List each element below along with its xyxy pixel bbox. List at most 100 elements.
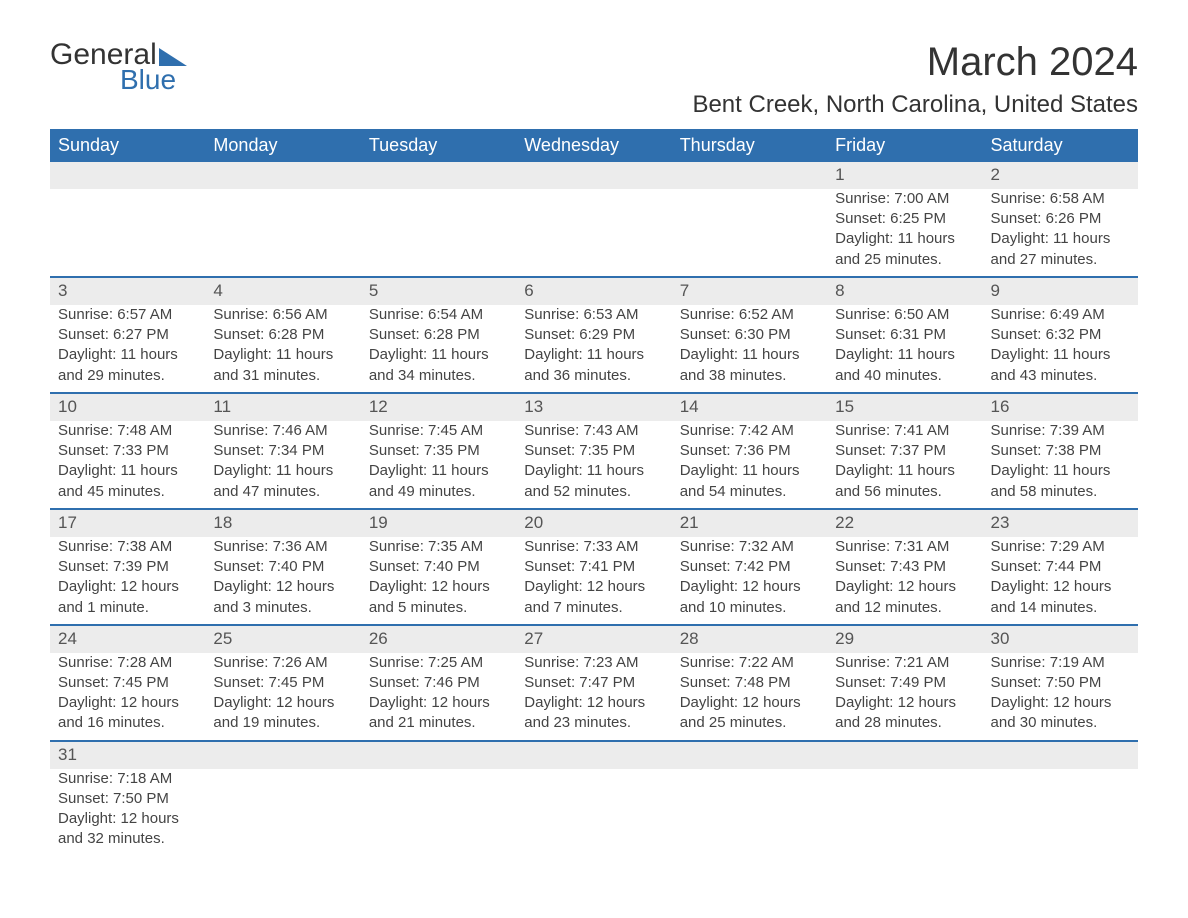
day-cell: Sunrise: 6:54 AMSunset: 6:28 PMDaylight:… — [361, 305, 516, 393]
day-line: and 25 minutes. — [680, 713, 819, 733]
day-line: and 45 minutes. — [58, 482, 197, 502]
day-number-empty — [205, 741, 360, 769]
day-number-empty — [827, 741, 982, 769]
day-cell-empty — [672, 189, 827, 277]
weekday-header: Monday — [205, 129, 360, 162]
day-line: Daylight: 12 hours — [991, 577, 1130, 597]
day-cell: Sunrise: 6:57 AMSunset: 6:27 PMDaylight:… — [50, 305, 205, 393]
weekday-header: Sunday — [50, 129, 205, 162]
day-cell: Sunrise: 7:33 AMSunset: 7:41 PMDaylight:… — [516, 537, 671, 625]
day-line: Sunset: 7:33 PM — [58, 441, 197, 461]
day-number: 24 — [50, 625, 205, 653]
location: Bent Creek, North Carolina, United State… — [692, 91, 1138, 119]
day-line: and 49 minutes. — [369, 482, 508, 502]
day-line: Daylight: 12 hours — [835, 693, 974, 713]
daynum-row: 17181920212223 — [50, 509, 1138, 537]
day-line: Sunrise: 7:26 AM — [213, 653, 352, 673]
weekday-header: Saturday — [983, 129, 1138, 162]
day-number: 8 — [827, 277, 982, 305]
day-number: 18 — [205, 509, 360, 537]
day-line: Sunrise: 6:53 AM — [524, 305, 663, 325]
day-number: 6 — [516, 277, 671, 305]
day-line: Sunset: 7:43 PM — [835, 557, 974, 577]
calendar-table: SundayMondayTuesdayWednesdayThursdayFrid… — [50, 129, 1138, 856]
day-cell: Sunrise: 6:49 AMSunset: 6:32 PMDaylight:… — [983, 305, 1138, 393]
day-line: and 29 minutes. — [58, 366, 197, 386]
day-line: Daylight: 12 hours — [991, 693, 1130, 713]
day-line: Sunrise: 7:19 AM — [991, 653, 1130, 673]
day-number: 16 — [983, 393, 1138, 421]
day-line: and 28 minutes. — [835, 713, 974, 733]
day-line: Daylight: 11 hours — [991, 229, 1130, 249]
day-line: Daylight: 11 hours — [680, 461, 819, 481]
day-number: 2 — [983, 162, 1138, 189]
day-cell: Sunrise: 6:53 AMSunset: 6:29 PMDaylight:… — [516, 305, 671, 393]
day-line: and 12 minutes. — [835, 598, 974, 618]
day-line: Sunrise: 7:31 AM — [835, 537, 974, 557]
day-number-empty — [361, 741, 516, 769]
day-line: and 23 minutes. — [524, 713, 663, 733]
day-line: and 3 minutes. — [213, 598, 352, 618]
day-number: 7 — [672, 277, 827, 305]
day-cell: Sunrise: 7:45 AMSunset: 7:35 PMDaylight:… — [361, 421, 516, 509]
day-content-row: Sunrise: 7:38 AMSunset: 7:39 PMDaylight:… — [50, 537, 1138, 625]
day-line: Sunset: 7:50 PM — [58, 789, 197, 809]
day-content-row: Sunrise: 7:28 AMSunset: 7:45 PMDaylight:… — [50, 653, 1138, 741]
day-cell-empty — [361, 769, 516, 856]
day-line: and 10 minutes. — [680, 598, 819, 618]
day-number: 30 — [983, 625, 1138, 653]
day-line: Sunset: 6:26 PM — [991, 209, 1130, 229]
logo-triangle-icon — [159, 48, 187, 66]
day-line: Daylight: 11 hours — [58, 461, 197, 481]
day-cell: Sunrise: 7:46 AMSunset: 7:34 PMDaylight:… — [205, 421, 360, 509]
day-line: and 47 minutes. — [213, 482, 352, 502]
day-line: Sunrise: 7:23 AM — [524, 653, 663, 673]
day-cell: Sunrise: 7:29 AMSunset: 7:44 PMDaylight:… — [983, 537, 1138, 625]
day-line: Daylight: 11 hours — [835, 461, 974, 481]
weekday-header: Wednesday — [516, 129, 671, 162]
daynum-row: 12 — [50, 162, 1138, 189]
day-line: Daylight: 11 hours — [524, 345, 663, 365]
day-number: 29 — [827, 625, 982, 653]
day-line: Sunset: 6:28 PM — [369, 325, 508, 345]
day-line: Daylight: 11 hours — [835, 345, 974, 365]
day-line: Daylight: 12 hours — [835, 577, 974, 597]
day-cell: Sunrise: 7:31 AMSunset: 7:43 PMDaylight:… — [827, 537, 982, 625]
day-number: 15 — [827, 393, 982, 421]
day-line: Sunset: 7:35 PM — [369, 441, 508, 461]
day-line: Sunrise: 7:42 AM — [680, 421, 819, 441]
day-cell: Sunrise: 7:23 AMSunset: 7:47 PMDaylight:… — [516, 653, 671, 741]
day-line: Sunrise: 6:58 AM — [991, 189, 1130, 209]
day-cell: Sunrise: 6:58 AMSunset: 6:26 PMDaylight:… — [983, 189, 1138, 277]
day-line: Sunrise: 7:33 AM — [524, 537, 663, 557]
day-line: Sunset: 7:35 PM — [524, 441, 663, 461]
day-number: 19 — [361, 509, 516, 537]
weekday-header-row: SundayMondayTuesdayWednesdayThursdayFrid… — [50, 129, 1138, 162]
day-line: Sunset: 7:36 PM — [680, 441, 819, 461]
day-number: 23 — [983, 509, 1138, 537]
day-cell-empty — [672, 769, 827, 856]
day-cell: Sunrise: 7:36 AMSunset: 7:40 PMDaylight:… — [205, 537, 360, 625]
day-line: Sunrise: 7:18 AM — [58, 769, 197, 789]
day-line: Sunrise: 7:41 AM — [835, 421, 974, 441]
day-line: Sunset: 6:29 PM — [524, 325, 663, 345]
day-cell: Sunrise: 7:18 AMSunset: 7:50 PMDaylight:… — [50, 769, 205, 856]
day-line: Sunrise: 6:54 AM — [369, 305, 508, 325]
day-number-empty — [983, 741, 1138, 769]
logo-top: General — [50, 40, 187, 70]
day-line: Daylight: 11 hours — [991, 345, 1130, 365]
day-number: 26 — [361, 625, 516, 653]
weekday-header: Friday — [827, 129, 982, 162]
day-line: Daylight: 12 hours — [680, 577, 819, 597]
title-block: March 2024 Bent Creek, North Carolina, U… — [692, 40, 1138, 119]
day-cell: Sunrise: 7:22 AMSunset: 7:48 PMDaylight:… — [672, 653, 827, 741]
day-line: Daylight: 11 hours — [991, 461, 1130, 481]
month-title: March 2024 — [692, 40, 1138, 85]
day-cell: Sunrise: 7:32 AMSunset: 7:42 PMDaylight:… — [672, 537, 827, 625]
day-line: and 14 minutes. — [991, 598, 1130, 618]
day-cell-empty — [205, 189, 360, 277]
calendar-head: SundayMondayTuesdayWednesdayThursdayFrid… — [50, 129, 1138, 162]
logo: General Blue — [50, 40, 187, 94]
day-number: 1 — [827, 162, 982, 189]
logo-word2: Blue — [120, 66, 187, 94]
